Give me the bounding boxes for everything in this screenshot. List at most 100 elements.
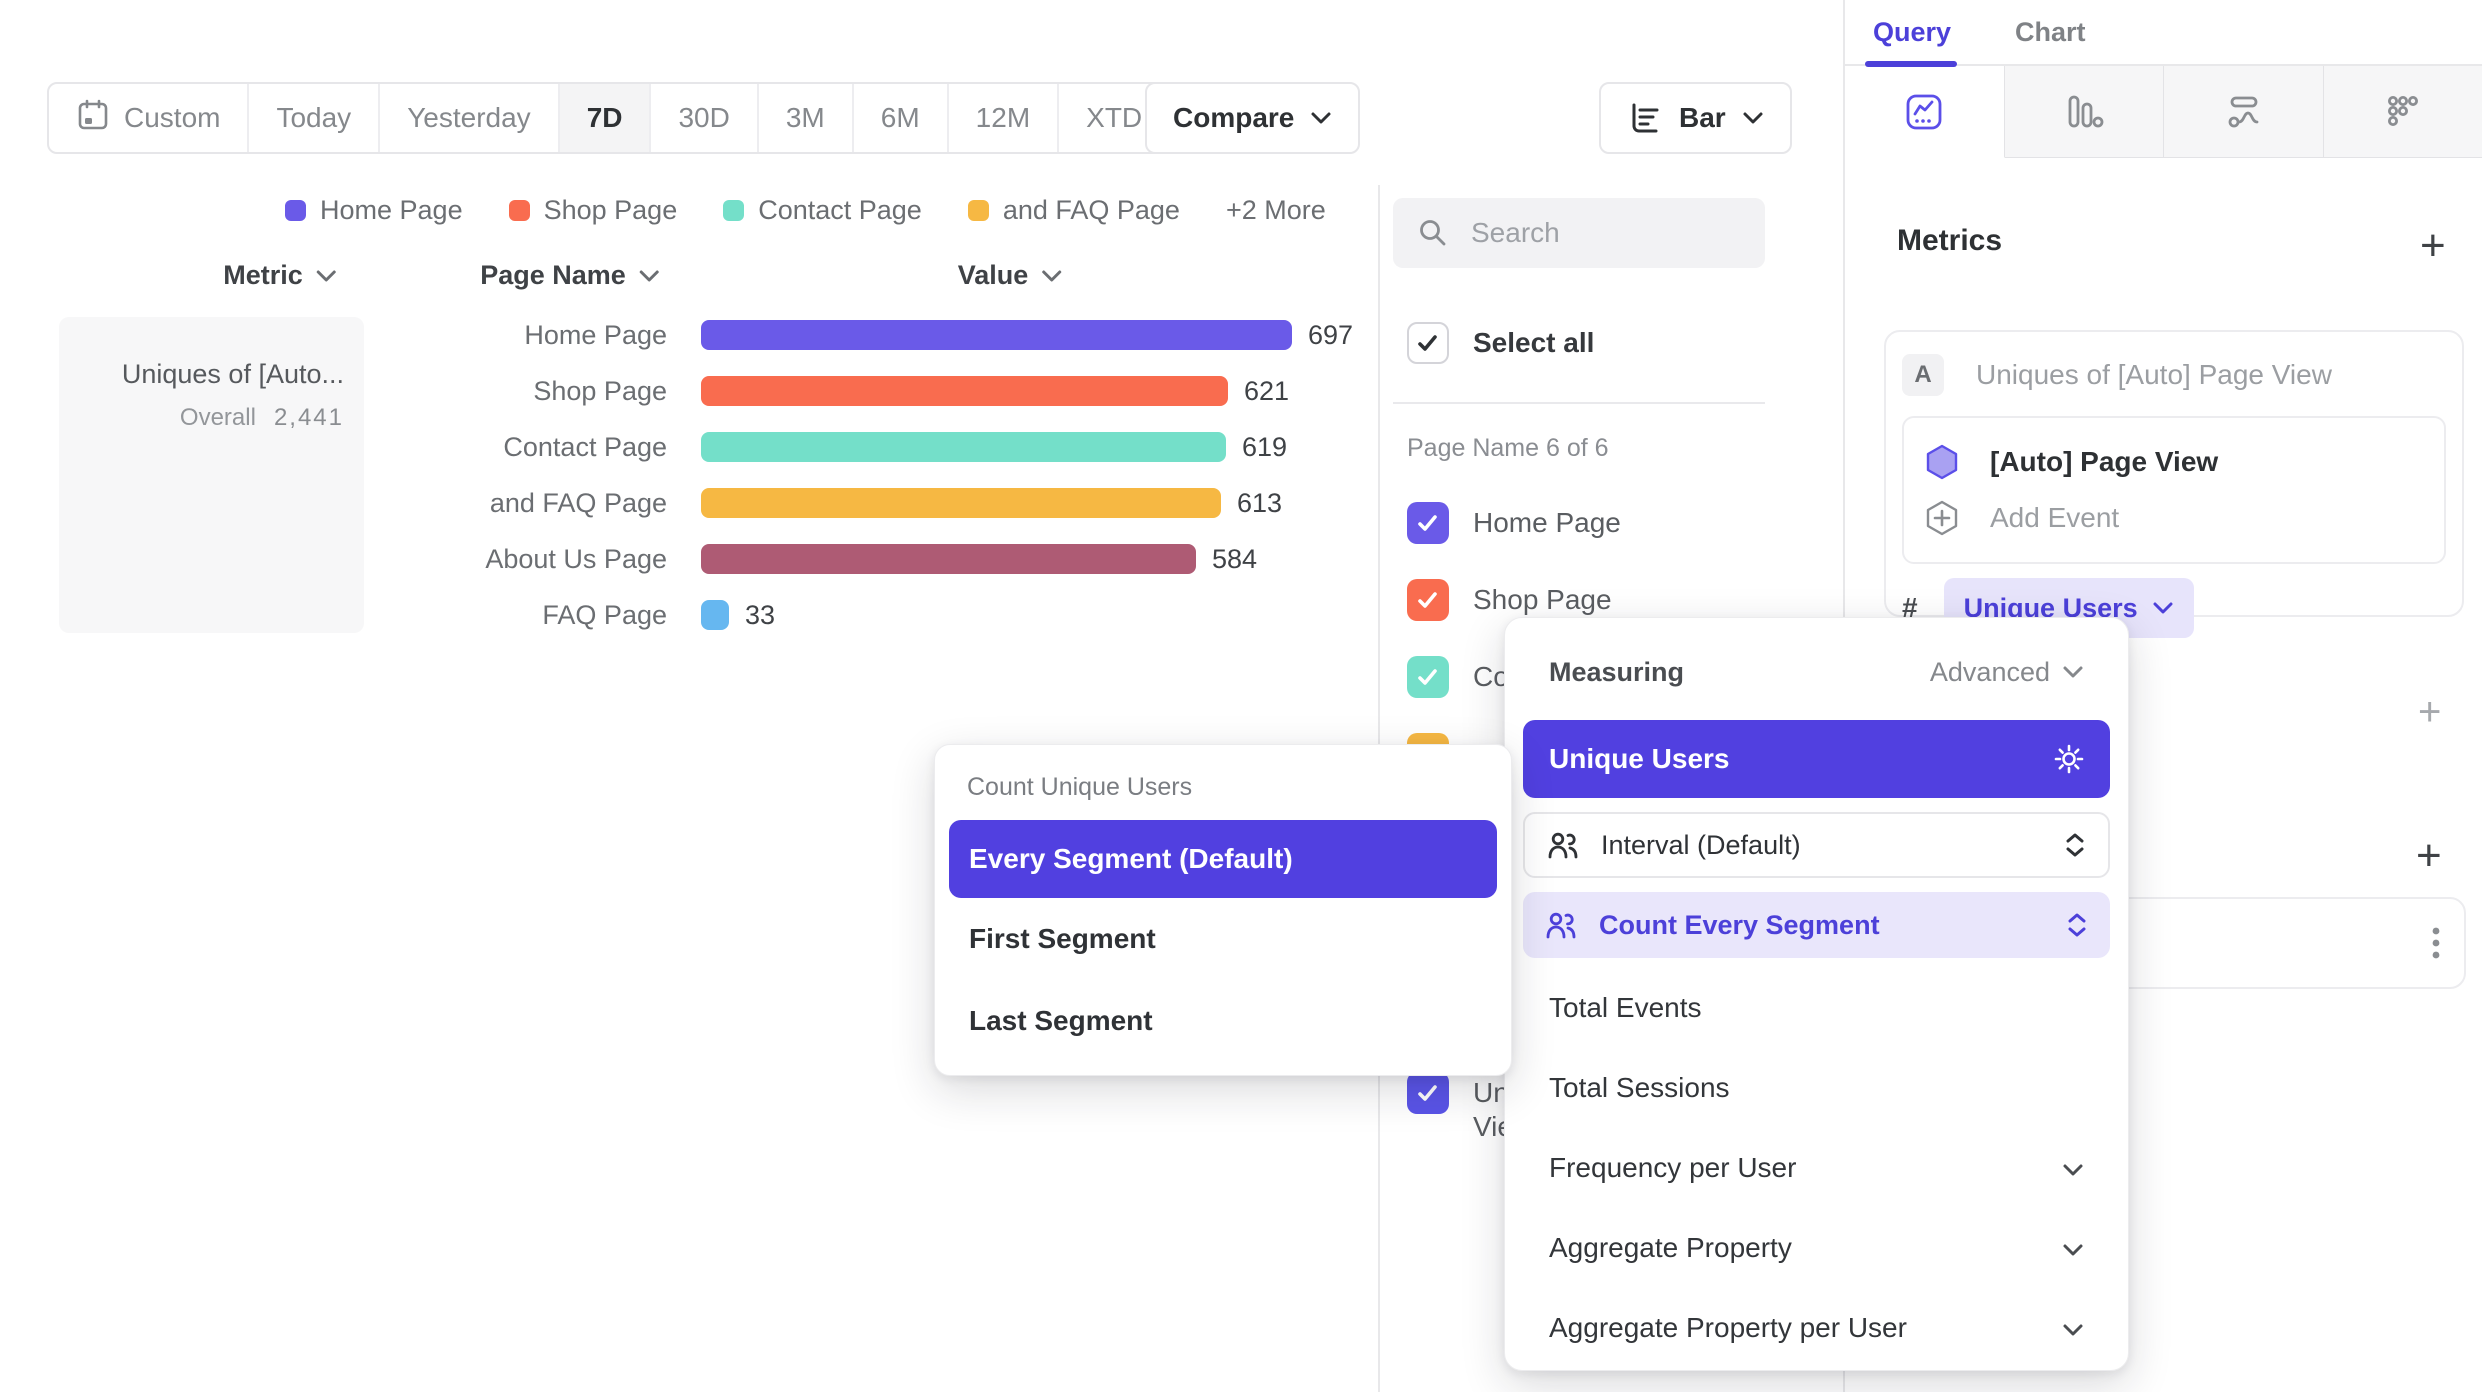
tab-flows[interactable]: [2164, 66, 2324, 158]
kebab-menu-icon[interactable]: [2430, 926, 2442, 960]
segment-checkbox[interactable]: [1407, 656, 1449, 698]
chevron-down-icon: [1040, 269, 1062, 283]
divider: [1393, 402, 1765, 404]
bar[interactable]: [701, 488, 1221, 518]
metrics-heading: Metrics: [1897, 224, 2003, 257]
count-popup-title: Count Unique Users: [967, 773, 1193, 801]
view-type-tabs: [1845, 66, 2482, 158]
menu-item-first-segment[interactable]: First Segment: [969, 923, 1156, 954]
chevron-down-icon: [2062, 665, 2084, 679]
legend-item[interactable]: Contact Page: [723, 195, 922, 226]
column-header-page-name[interactable]: Page Name: [480, 260, 660, 291]
date-range-12m[interactable]: 12M: [949, 84, 1060, 152]
gear-icon[interactable]: [2054, 744, 2084, 774]
date-range-group: Custom Today Yesterday 7D 30D 3M 6M 12M XTD: [47, 82, 1208, 154]
menu-item-aggregate-property-per-user[interactable]: Aggregate Property per User: [1523, 1288, 2110, 1368]
tab-retention[interactable]: [2323, 66, 2482, 158]
menu-item-aggregate-property[interactable]: Aggregate Property: [1523, 1208, 2110, 1288]
people-icon: [1547, 830, 1579, 860]
add-metric-button[interactable]: +: [2420, 221, 2446, 270]
bar[interactable]: [701, 376, 1228, 406]
segment-search[interactable]: [1393, 198, 1765, 268]
metric-summary-overall: Overall 2,441: [179, 404, 344, 431]
people-icon: [1545, 910, 1577, 940]
tab-funnels[interactable]: [2004, 66, 2164, 158]
panel-tabs: Query Chart: [1845, 0, 2482, 67]
tab-insights[interactable]: [1845, 66, 2005, 158]
date-range-today[interactable]: Today: [249, 84, 381, 152]
event-row[interactable]: [Auto] Page View: [1924, 434, 2444, 490]
bar-label: Home Page: [524, 319, 667, 350]
chevron-down-icon: [1310, 111, 1332, 125]
select-all-label: Select all: [1473, 327, 1595, 358]
chart-type-button[interactable]: Bar: [1599, 82, 1792, 154]
metric-card[interactable]: A Uniques of [Auto] Page View [Auto] Pag…: [1884, 330, 2464, 638]
stepper-icon: [2064, 832, 2086, 858]
menu-item-last-segment[interactable]: Last Segment: [969, 1005, 1153, 1036]
search-input[interactable]: [1469, 216, 1741, 250]
date-range-30d[interactable]: 30D: [651, 84, 759, 152]
measuring-popup: Measuring Advanced Unique Users Interval…: [1504, 617, 2129, 1371]
bar[interactable]: [701, 544, 1196, 574]
chart-row: and FAQ Page 613: [367, 475, 1353, 531]
active-tab-underline: [1865, 61, 1957, 67]
date-range-6m[interactable]: 6M: [854, 84, 949, 152]
column-header-value[interactable]: Value: [958, 260, 1063, 291]
add-event-row[interactable]: Add Event: [1924, 490, 2444, 546]
chevron-down-icon: [2062, 1232, 2084, 1264]
select-all-row[interactable]: Select all: [1407, 322, 1594, 364]
legend-item[interactable]: and FAQ Page: [967, 195, 1180, 226]
select-all-checkbox[interactable]: [1407, 322, 1449, 364]
segment-checkbox[interactable]: [1407, 579, 1449, 621]
bar[interactable]: [701, 600, 729, 630]
chevron-down-icon: [2152, 601, 2174, 615]
legend-more[interactable]: +2 More: [1225, 194, 1326, 225]
chart-type-label: Bar: [1679, 102, 1726, 133]
metric-summary-card[interactable]: Uniques of [Auto... Overall 2,441: [59, 317, 364, 633]
breakdown-card[interactable]: [2100, 897, 2466, 989]
segment-item[interactable]: Shop Page: [1407, 579, 1612, 621]
bar-value: 33: [745, 599, 776, 630]
bar-label: About Us Page: [485, 543, 667, 574]
menu-item-total-events[interactable]: Total Events: [1549, 992, 1702, 1023]
bar-value: 697: [1308, 319, 1354, 350]
date-range-yesterday[interactable]: Yesterday: [380, 84, 560, 152]
bar[interactable]: [701, 320, 1292, 350]
segment-checkbox[interactable]: [1407, 1072, 1449, 1114]
bar-chart-icon: [1627, 101, 1663, 135]
legend-swatch: [285, 199, 306, 221]
date-range-3m[interactable]: 3M: [759, 84, 854, 152]
column-header-metric[interactable]: Metric: [223, 260, 337, 291]
menu-item-total-sessions[interactable]: Total Sessions: [1549, 1072, 1730, 1103]
bar-label: Contact Page: [503, 431, 667, 462]
add-filter-button[interactable]: +: [2418, 690, 2442, 734]
interval-selector[interactable]: Interval (Default): [1523, 812, 2110, 878]
menu-item-every-segment[interactable]: Every Segment (Default): [949, 820, 1497, 898]
legend-swatch: [967, 199, 989, 221]
add-breakdown-button[interactable]: +: [2416, 831, 2442, 880]
date-range-custom[interactable]: Custom: [49, 84, 250, 152]
tab-chart[interactable]: Chart: [2015, 16, 2086, 47]
event-name: [Auto] Page View: [1990, 446, 2219, 477]
bar-label: and FAQ Page: [489, 487, 667, 518]
legend-item[interactable]: Shop Page: [508, 195, 677, 226]
hexagon-plus-icon: [1924, 499, 1960, 537]
search-icon: [1417, 217, 1449, 249]
segment-checkbox[interactable]: [1407, 502, 1449, 544]
compare-button[interactable]: Compare: [1145, 82, 1361, 154]
number-prefix: #: [1902, 592, 1918, 623]
measuring-selected-unique-users[interactable]: Unique Users: [1523, 720, 2110, 798]
tab-query[interactable]: Query: [1873, 16, 1952, 47]
legend-item[interactable]: Home Page: [285, 195, 463, 226]
menu-item-frequency-per-user[interactable]: Frequency per User: [1523, 1128, 2110, 1208]
date-range-7d[interactable]: 7D: [559, 84, 652, 152]
event-card: [Auto] Page View Add Event: [1902, 416, 2446, 564]
add-event-label: Add Event: [1990, 502, 2120, 533]
count-every-segment-selector[interactable]: Count Every Segment: [1523, 892, 2110, 958]
chart-row: Shop Page 621: [367, 363, 1353, 419]
calendar-icon: [76, 98, 110, 139]
segment-item[interactable]: Home Page: [1407, 502, 1621, 544]
metric-summary-title: Uniques of [Auto...: [121, 359, 344, 389]
bar[interactable]: [701, 432, 1226, 462]
advanced-toggle[interactable]: Advanced: [1930, 657, 2084, 688]
